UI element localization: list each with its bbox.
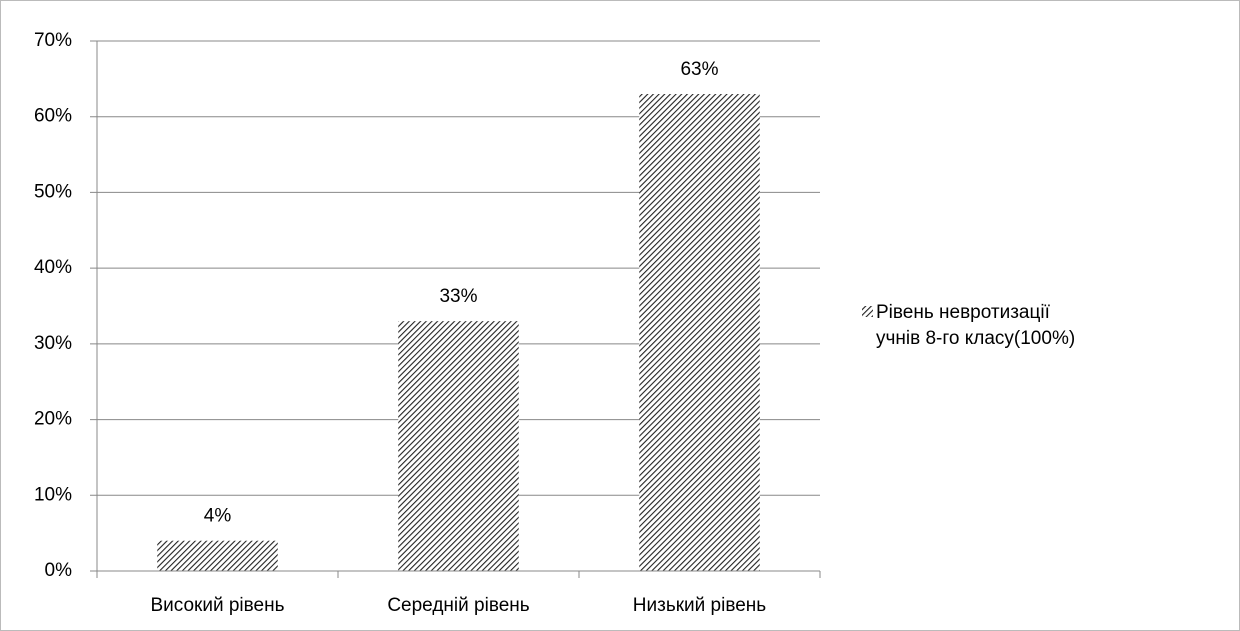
- y-tick-label: 30%: [34, 333, 72, 354]
- y-tick-label: 20%: [34, 409, 72, 430]
- y-tick-label: 0%: [45, 560, 73, 581]
- legend-label: Рівень невротизації учнів 8-го класу(100…: [876, 302, 1076, 349]
- bar: [157, 540, 278, 571]
- x-tick-label: Високий рівень: [150, 595, 284, 616]
- data-label: 33%: [439, 286, 477, 307]
- bar: [639, 94, 760, 571]
- data-label: 4%: [204, 506, 232, 527]
- y-tick-label: 40%: [34, 257, 72, 278]
- y-tick-label: 10%: [34, 484, 72, 505]
- y-tick-label: 70%: [34, 30, 72, 51]
- data-label: 63%: [680, 59, 718, 80]
- legend-swatch: [862, 306, 873, 317]
- y-tick-label: 50%: [34, 181, 72, 202]
- y-tick-label: 60%: [34, 106, 72, 127]
- bar: [398, 321, 519, 571]
- x-tick-label: Низький рівень: [633, 595, 766, 616]
- x-tick-label: Середній рівень: [387, 595, 529, 616]
